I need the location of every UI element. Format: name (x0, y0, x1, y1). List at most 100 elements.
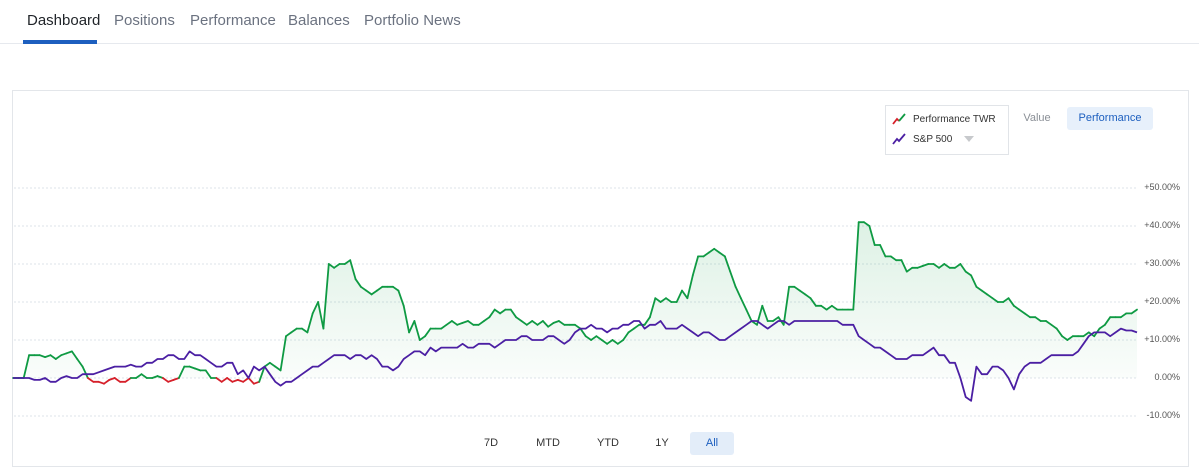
performance-line-segment (268, 361, 277, 368)
performance-line-segment (964, 270, 972, 277)
performance-line-segment (905, 266, 914, 273)
y-tick-label: +10.00% (1144, 334, 1180, 344)
performance-line-segment (793, 285, 801, 292)
performance-line-segment (1050, 323, 1058, 330)
performance-line-segment (986, 293, 994, 300)
range-mtd-button[interactable]: MTD (536, 437, 560, 449)
line-chart-icon (892, 133, 906, 145)
performance-line-segment (713, 247, 721, 254)
performance-line-segment (579, 327, 587, 338)
performance-line-segment (440, 323, 448, 330)
performance-line-segment (745, 308, 753, 322)
performance-line-segment (659, 297, 667, 303)
performance-line-segment (1055, 327, 1063, 338)
tab-performance[interactable]: Performance (190, 12, 276, 29)
performance-line-segment (274, 365, 282, 372)
performance-line-segment (1018, 308, 1026, 315)
tab-positions[interactable]: Positions (114, 12, 175, 29)
performance-line-segment (87, 377, 95, 383)
performance-line-segment (627, 327, 635, 334)
performance-line-segment (408, 320, 416, 334)
performance-line-segment (365, 289, 373, 296)
performance-line-segment (1130, 308, 1138, 315)
two-color-line-icon (892, 113, 906, 125)
performance-line-segment (574, 323, 582, 330)
performance-line-segment (135, 373, 143, 379)
performance-line-segment (54, 354, 63, 360)
performance-line-segment (584, 335, 592, 341)
performance-line-segment (306, 312, 314, 334)
performance-line-segment (729, 270, 737, 288)
performance-line-segment (242, 377, 250, 383)
series-sp500-line (13, 320, 1138, 402)
performance-line-segment (140, 373, 148, 379)
performance-line-segment (654, 297, 662, 303)
performance-line-segment (311, 301, 320, 315)
range-1y-button[interactable]: 1Y (655, 437, 669, 449)
performance-line-segment (980, 289, 988, 296)
performance-line-segment (665, 297, 673, 303)
performance-line-segment (606, 339, 614, 345)
performance-line-segment (831, 304, 839, 311)
performance-line-segment (509, 308, 517, 319)
performance-line-segment (65, 350, 73, 355)
performance-line-segment (290, 327, 298, 334)
performance-line-segment (681, 289, 689, 300)
performance-line-segment (932, 263, 940, 269)
range-ytd-button[interactable]: YTD (597, 437, 619, 449)
performance-line-segment (536, 320, 544, 326)
tab-dashboard[interactable]: Dashboard (27, 12, 101, 29)
performance-line-segment (922, 263, 930, 267)
performance-line-segment (1023, 312, 1031, 319)
performance-line-segment (772, 316, 780, 322)
range-7d-button[interactable]: 7D (483, 437, 499, 449)
performance-line-segment (991, 297, 999, 303)
performance-line-segment (868, 225, 876, 246)
range-all-button[interactable]: All (690, 432, 734, 455)
performance-line-segment (600, 339, 608, 345)
chevron-down-icon[interactable] (964, 136, 975, 142)
performance-line-segment (916, 264, 924, 269)
performance-line-segment (863, 221, 871, 227)
performance-line-segment (301, 327, 309, 334)
performance-line-segment (413, 320, 421, 341)
performance-line-segment (1104, 316, 1112, 326)
performance-line-segment (177, 365, 186, 379)
performance-line-segment (418, 335, 427, 341)
performance-line-segment (317, 301, 325, 330)
performance-line-segment (343, 259, 352, 265)
performance-line-segment (499, 308, 507, 315)
performance-line-segment (151, 375, 159, 379)
performance-line-segment (879, 244, 887, 258)
performance-line-segment (108, 377, 116, 381)
performance-line-segment (81, 365, 89, 379)
performance-line-segment (285, 331, 293, 338)
performance-toggle-button[interactable]: Performance (1067, 107, 1153, 130)
tab-portfolio-news[interactable]: Portfolio News (364, 12, 461, 29)
performance-line-segment (161, 377, 170, 383)
legend-item-performance-twr[interactable]: Performance TWR (892, 113, 996, 125)
performance-line-segment (38, 354, 46, 359)
performance-line-segment (724, 255, 732, 273)
performance-line-segment (252, 380, 261, 385)
legend-item-sp500[interactable]: S&P 500 (892, 133, 975, 145)
performance-line-segment (113, 377, 121, 383)
active-tab-indicator (23, 40, 97, 44)
performance-line-segment (450, 320, 459, 326)
performance-line-segment (954, 263, 962, 269)
performance-line-segment (943, 263, 951, 269)
performance-line-segment (740, 297, 748, 311)
performance-line-segment (825, 304, 833, 311)
performance-line-segment (493, 308, 502, 315)
performance-line-segment (889, 255, 897, 262)
performance-line-segment (675, 289, 683, 303)
performance-line-segment (595, 335, 603, 341)
performance-line-segment (782, 285, 790, 326)
value-toggle-button[interactable]: Value (1023, 112, 1051, 124)
performance-line-segment (552, 320, 560, 324)
performance-line-segment (702, 251, 710, 258)
performance-line-segment (1045, 320, 1053, 326)
performance-line-segment (531, 320, 539, 326)
tab-balances[interactable]: Balances (288, 12, 350, 29)
